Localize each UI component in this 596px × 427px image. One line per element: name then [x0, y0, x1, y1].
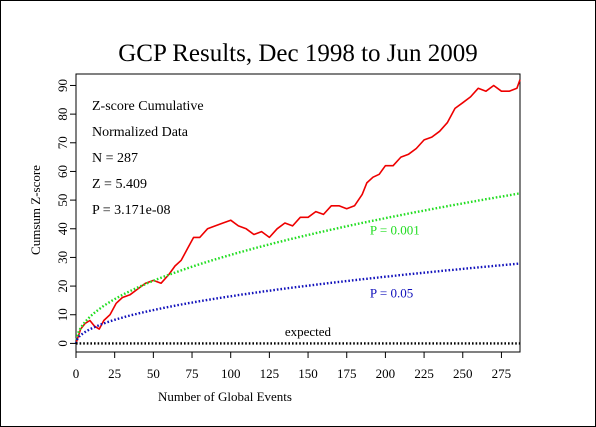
- x-tick-label: 200: [376, 366, 396, 381]
- x-tick-label: 100: [221, 366, 241, 381]
- y-tick-label: 50: [55, 194, 70, 207]
- series-line-p-0-05: [74, 262, 521, 344]
- series-label: P = 0.001: [370, 222, 420, 237]
- stats-line: Z-score Cumulative: [92, 99, 204, 114]
- series-label: expected: [285, 324, 332, 339]
- axes-layer: 0 25 50 75 100 125 150 175 200 225 250 275 0 10 20 30 40…: [55, 79, 511, 381]
- y-tick-label: 80: [55, 108, 70, 121]
- x-tick-label: 25: [108, 366, 121, 381]
- stats-line: Z = 5.409: [92, 177, 147, 192]
- stats-line: P = 3.171e-08: [92, 203, 171, 218]
- y-tick-label: 20: [55, 280, 70, 293]
- y-tick-label: 0: [55, 340, 70, 347]
- x-tick-label: 50: [147, 366, 160, 381]
- x-tick-label: 250: [453, 366, 473, 381]
- chart-title: GCP Results, Dec 1998 to Jun 2009: [118, 40, 478, 67]
- x-tick-label: 275: [492, 366, 512, 381]
- stats-line: N = 287: [92, 151, 138, 166]
- y-tick-label: 30: [55, 251, 70, 264]
- x-tick-label: 75: [186, 366, 199, 381]
- y-tick-label: 60: [55, 165, 70, 178]
- series-label: P = 0.05: [370, 286, 413, 301]
- series-line-cumulative: [75, 79, 521, 344]
- x-axis-label: Number of Global Events: [158, 389, 292, 404]
- series-labels: P = 0.001 P = 0.05 expected: [285, 222, 420, 339]
- series-layer: [74, 79, 521, 345]
- plot-area: [75, 73, 521, 353]
- x-tick-label: 150: [298, 366, 318, 381]
- x-tick-label: 125: [260, 366, 280, 381]
- y-tick-label: 90: [55, 79, 70, 92]
- stats-line: Normalized Data: [92, 125, 189, 140]
- x-tick-label: 0: [73, 366, 80, 381]
- x-tick-label: 175: [337, 366, 357, 381]
- x-tick-label: 225: [414, 366, 434, 381]
- y-tick-label: 70: [55, 136, 70, 149]
- y-tick-label: 10: [55, 308, 70, 321]
- stats-block: Z-score Cumulative Normalized Data N = 287…: [92, 99, 204, 218]
- y-tick-label: 40: [55, 222, 70, 235]
- y-axis-label: Cumsum Z-score: [28, 165, 43, 255]
